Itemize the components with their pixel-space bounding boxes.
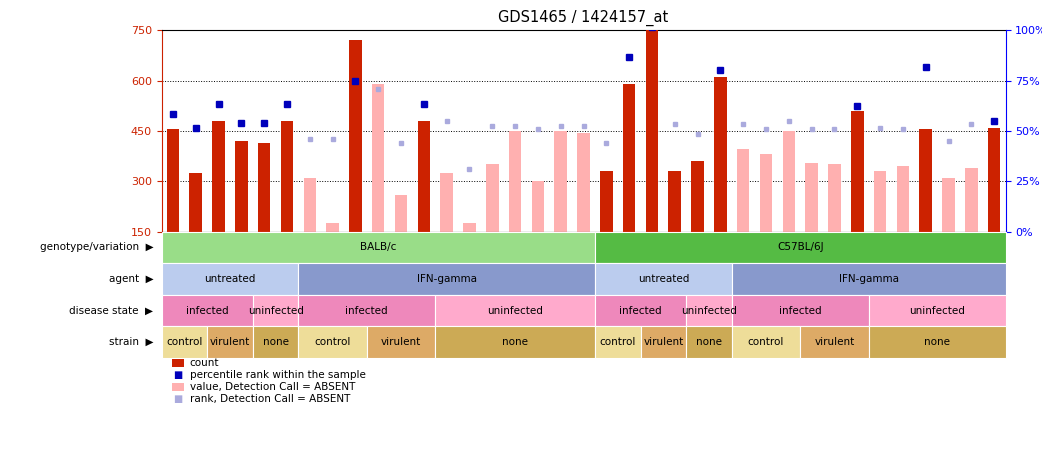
Bar xyxy=(554,131,567,232)
Bar xyxy=(190,173,202,232)
Bar xyxy=(213,121,225,232)
Text: count: count xyxy=(190,358,219,368)
Text: GDS1465 / 1424157_at: GDS1465 / 1424157_at xyxy=(498,9,669,26)
Bar xyxy=(805,163,818,232)
Text: IFN-gamma: IFN-gamma xyxy=(417,274,476,284)
Text: none: none xyxy=(924,337,950,347)
Bar xyxy=(965,168,977,232)
Bar xyxy=(349,40,362,232)
Text: infected: infected xyxy=(346,306,388,316)
Text: virulent: virulent xyxy=(381,337,421,347)
Text: percentile rank within the sample: percentile rank within the sample xyxy=(190,370,366,380)
Bar xyxy=(623,84,636,232)
Bar xyxy=(896,166,910,232)
Bar xyxy=(418,121,430,232)
Bar xyxy=(919,129,932,232)
Text: infected: infected xyxy=(779,306,821,316)
Text: ■: ■ xyxy=(174,394,182,404)
Text: value, Detection Call = ABSENT: value, Detection Call = ABSENT xyxy=(190,382,355,392)
Bar xyxy=(486,165,498,232)
Bar xyxy=(235,141,248,232)
Bar xyxy=(577,133,590,232)
Text: control: control xyxy=(315,337,351,347)
Bar xyxy=(167,129,179,232)
Bar xyxy=(441,173,453,232)
Bar xyxy=(691,161,703,232)
Text: infected: infected xyxy=(185,306,228,316)
Text: none: none xyxy=(502,337,528,347)
Bar xyxy=(851,111,864,232)
Bar xyxy=(395,195,407,232)
Text: ■: ■ xyxy=(174,370,182,380)
Text: untreated: untreated xyxy=(638,274,689,284)
Bar xyxy=(508,131,521,232)
Text: disease state  ▶: disease state ▶ xyxy=(69,306,153,316)
Text: strain  ▶: strain ▶ xyxy=(108,337,153,347)
Bar xyxy=(646,30,659,232)
Text: control: control xyxy=(599,337,636,347)
Text: rank, Detection Call = ABSENT: rank, Detection Call = ABSENT xyxy=(190,394,350,404)
Bar xyxy=(280,121,293,232)
Text: BALB/c: BALB/c xyxy=(361,242,396,252)
Text: uninfected: uninfected xyxy=(681,306,737,316)
Text: IFN-gamma: IFN-gamma xyxy=(839,274,898,284)
Text: uninfected: uninfected xyxy=(248,306,303,316)
Text: virulent: virulent xyxy=(814,337,854,347)
Text: uninfected: uninfected xyxy=(910,306,965,316)
Text: infected: infected xyxy=(619,306,662,316)
Text: none: none xyxy=(263,337,289,347)
Bar xyxy=(760,154,772,232)
Bar xyxy=(326,223,339,232)
Bar xyxy=(714,77,726,232)
Bar xyxy=(828,165,841,232)
Bar xyxy=(874,171,887,232)
Text: agent  ▶: agent ▶ xyxy=(108,274,153,284)
Bar xyxy=(942,178,954,232)
Bar xyxy=(988,127,1000,232)
Bar xyxy=(303,178,316,232)
Text: virulent: virulent xyxy=(209,337,250,347)
Bar xyxy=(372,84,384,232)
Text: virulent: virulent xyxy=(643,337,684,347)
Text: control: control xyxy=(166,337,202,347)
Bar xyxy=(257,143,271,232)
Text: C57BL/6J: C57BL/6J xyxy=(777,242,823,252)
Bar xyxy=(600,171,613,232)
Bar xyxy=(737,149,749,232)
Text: genotype/variation  ▶: genotype/variation ▶ xyxy=(40,242,153,252)
Text: untreated: untreated xyxy=(204,274,255,284)
Bar xyxy=(531,181,544,232)
Text: control: control xyxy=(748,337,785,347)
Bar xyxy=(669,171,681,232)
Bar xyxy=(783,131,795,232)
Bar xyxy=(464,223,476,232)
Text: uninfected: uninfected xyxy=(488,306,543,316)
Text: none: none xyxy=(696,337,722,347)
